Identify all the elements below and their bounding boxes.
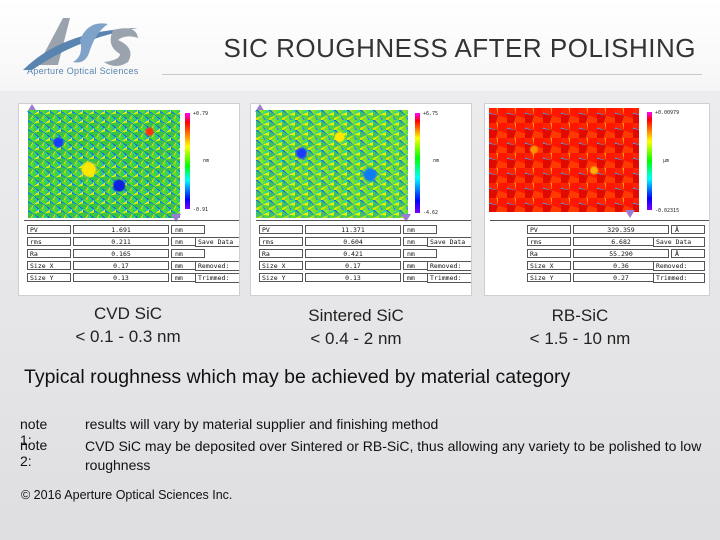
note-text: CVD SiC may be deposited over Sintered o… bbox=[85, 438, 702, 473]
stat-row: PV 329.359 Å bbox=[527, 225, 705, 235]
caption-cvd: CVD SiC < 0.1 - 0.3 nm bbox=[38, 302, 218, 348]
stat-row: PV 11.371 nm bbox=[259, 225, 437, 235]
scale-max: +0.00979 bbox=[655, 110, 680, 116]
note-text: results will vary by material supplier a… bbox=[85, 416, 439, 432]
stat-row: Ra 55.290 Å bbox=[527, 249, 705, 259]
scale-max: +6.75 bbox=[423, 111, 439, 117]
caption-material: CVD SiC bbox=[93, 304, 162, 323]
scale-max: +0.79 bbox=[193, 111, 209, 117]
page-title: SIC ROUGHNESS AFTER POLISHING bbox=[223, 33, 696, 63]
caption-range: < 0.1 - 0.3 nm bbox=[75, 327, 181, 346]
trimmed-field: Trimmed: bbox=[427, 273, 471, 283]
save-data-button[interactable]: Save Data bbox=[427, 237, 471, 247]
copyright: © 2016 Aperture Optical Sciences Inc. bbox=[21, 488, 233, 502]
save-data-button[interactable]: Save Data bbox=[195, 237, 239, 247]
roughness-map bbox=[489, 108, 639, 212]
caption-sintered: Sintered SiC < 0.4 - 2 nm bbox=[266, 304, 446, 350]
scale-unit: nm bbox=[203, 158, 210, 164]
roughness-map bbox=[28, 110, 180, 218]
stat-row: Ra 0.421 nm bbox=[259, 249, 437, 259]
scale-min: -0.91 bbox=[193, 207, 209, 213]
marker-icon bbox=[625, 210, 635, 218]
trimmed-field: Trimmed: bbox=[653, 273, 705, 283]
stat-row: rms 0.604 nm bbox=[259, 237, 437, 247]
note-label: note 1: bbox=[20, 416, 48, 448]
note-label: note 2: bbox=[20, 437, 48, 469]
caption-range: < 1.5 - 10 nm bbox=[529, 329, 631, 348]
aos-logo bbox=[23, 18, 138, 70]
scale-min: -0.02315 bbox=[655, 208, 680, 214]
stat-row: PV 1.691 nm bbox=[27, 225, 205, 235]
caption-material: RB-SiC bbox=[551, 306, 609, 325]
subtitle: Typical roughness which may be achieved … bbox=[24, 366, 571, 388]
panel-rb-sic: +0.00979 µm -0.02315 PV 329.359 Å rms 6.682… bbox=[484, 103, 710, 296]
roughness-map bbox=[256, 110, 408, 218]
stat-row: rms 0.211 nm bbox=[27, 237, 205, 247]
stat-row: Size X 0.17 mm bbox=[259, 261, 437, 271]
caption-rb: RB-SiC < 1.5 - 10 nm bbox=[490, 304, 670, 350]
marker-icon bbox=[171, 214, 181, 222]
scale-unit: nm bbox=[433, 158, 440, 164]
stat-row: Size Y 0.13 mm bbox=[27, 273, 205, 283]
stat-row: Ra 0.165 nm bbox=[27, 249, 205, 259]
removed-field: Removed: bbox=[195, 261, 239, 271]
color-scale bbox=[647, 112, 652, 210]
panel-cvd-sic: +0.79 nm -0.91 PV 1.691 nm rms 0.211 nm Ra 0.… bbox=[18, 103, 240, 296]
color-scale bbox=[185, 113, 190, 209]
divider bbox=[490, 220, 709, 221]
removed-field: Removed: bbox=[427, 261, 471, 271]
caption-range: < 0.4 - 2 nm bbox=[310, 329, 402, 348]
logo-text: Aperture Optical Sciences bbox=[27, 66, 139, 76]
stat-row: Size X 0.17 mm bbox=[27, 261, 205, 271]
stat-row: Size Y 0.13 mm bbox=[259, 273, 437, 283]
panel-sintered-sic: +6.75 nm -4.62 PV 11.371 nm rms 0.604 nm Ra 0… bbox=[250, 103, 472, 296]
color-scale bbox=[415, 113, 420, 213]
trimmed-field: Trimmed: bbox=[195, 273, 239, 283]
caption-material: Sintered SiC bbox=[308, 306, 404, 325]
divider bbox=[256, 220, 471, 221]
removed-field: Removed: bbox=[653, 261, 705, 271]
title-rule bbox=[162, 74, 702, 75]
scale-min: -4.62 bbox=[423, 210, 439, 216]
marker-icon bbox=[401, 214, 411, 222]
scale-unit: µm bbox=[663, 158, 670, 164]
divider bbox=[24, 220, 239, 221]
save-data-button[interactable]: Save Data bbox=[653, 237, 705, 247]
